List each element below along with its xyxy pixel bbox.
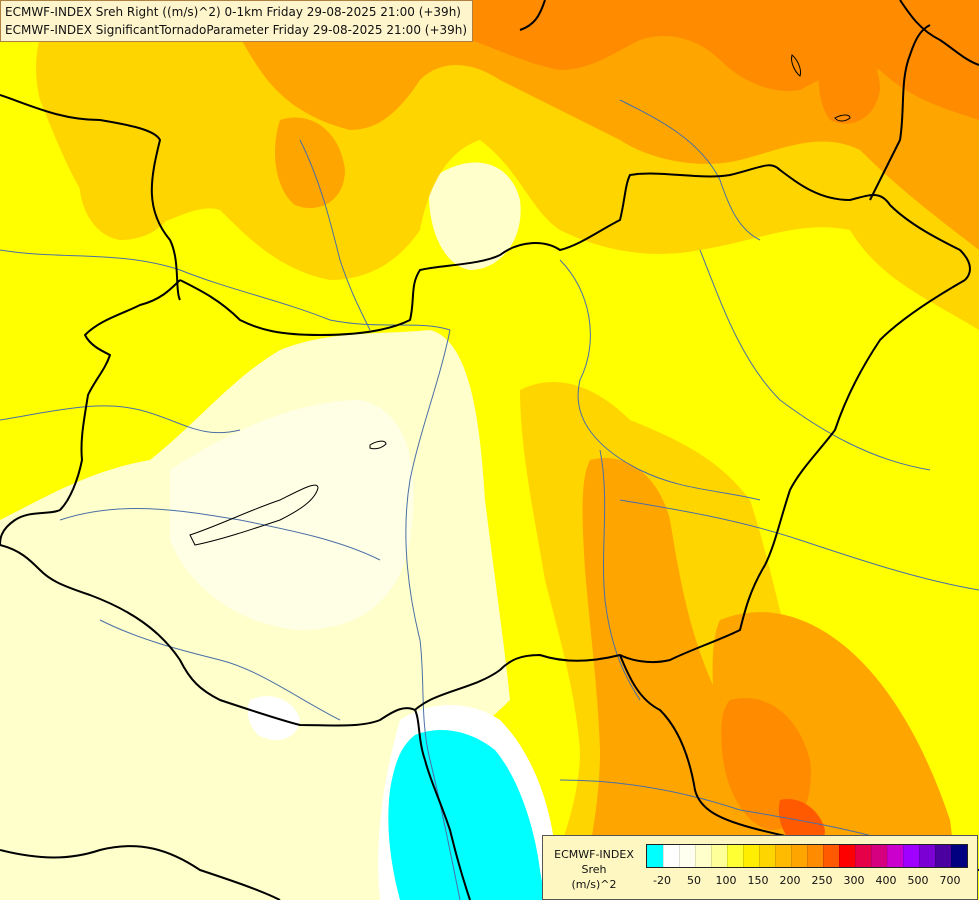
river-line	[559, 259, 761, 501]
legend-title-block: ECMWF-INDEX Sreh (m/s)^2	[549, 847, 639, 892]
legend-swatch	[935, 845, 951, 867]
field-light-yellow-top	[429, 162, 521, 270]
legend-swatch	[727, 845, 743, 867]
field-cyan-negative	[388, 730, 545, 900]
border-line	[179, 164, 971, 336]
legend-tick-label: 100	[715, 874, 737, 887]
border-line	[0, 544, 426, 761]
field-dark-orange-core-north	[400, 0, 979, 120]
lake-outline	[834, 114, 851, 122]
river-line	[0, 249, 451, 331]
legend-swatch	[743, 845, 759, 867]
river-line	[99, 619, 341, 721]
legend-swatch	[919, 845, 935, 867]
legend-swatch	[887, 845, 903, 867]
border-line	[424, 759, 471, 900]
legend-tick-label: 150	[747, 874, 769, 887]
lake-outline	[791, 54, 801, 77]
field-dark-orange-core-south	[721, 698, 811, 830]
legend-swatch	[775, 845, 791, 867]
color-legend: ECMWF-INDEX Sreh (m/s)^2 -20 50 100 150 200 2…	[542, 835, 978, 900]
legend-variable: Sreh	[581, 863, 607, 876]
river-line	[59, 507, 381, 561]
legend-swatch	[711, 845, 727, 867]
border-line	[899, 0, 979, 66]
field-dark-orange-core-ne	[818, 39, 880, 124]
river-line	[599, 449, 641, 701]
map-title-line-1: ECMWF-INDEX Sreh Right ((m/s)^2) 0-1km F…	[5, 5, 461, 19]
legend-swatch	[871, 845, 887, 867]
legend-title: ECMWF-INDEX	[554, 848, 634, 861]
map-title-line-2: ECMWF-INDEX SignificantTornadoParameter …	[5, 23, 468, 37]
border-line	[0, 845, 281, 900]
legend-swatch	[839, 845, 855, 867]
legend-tick-label: 200	[779, 874, 801, 887]
legend-tick-labels: -20 50 100 150 200 250 300 400 500 700	[646, 874, 976, 890]
legend-unit: (m/s)^2	[571, 878, 617, 891]
legend-tick-label: 250	[811, 874, 833, 887]
legend-color-scale	[646, 844, 968, 868]
legend-swatch	[679, 845, 695, 867]
river-line	[559, 779, 921, 851]
river-line	[0, 405, 241, 434]
border-line	[0, 94, 181, 301]
legend-swatch	[663, 845, 679, 867]
legend-swatch	[855, 845, 871, 867]
river-line	[699, 249, 931, 471]
legend-tick-label: -20	[653, 874, 671, 887]
legend-swatch	[823, 845, 839, 867]
legend-tick-label: 700	[939, 874, 961, 887]
lake-outline	[189, 484, 319, 546]
legend-tick-label: 500	[907, 874, 929, 887]
border-line	[0, 279, 181, 546]
map-title-box: ECMWF-INDEX Sreh Right ((m/s)^2) 0-1km F…	[0, 0, 474, 42]
border-line	[869, 24, 931, 201]
border-line	[519, 0, 546, 31]
legend-swatch	[695, 845, 711, 867]
lake-outline	[369, 440, 387, 450]
legend-swatch	[807, 845, 823, 867]
border-line	[414, 279, 966, 711]
legend-swatch	[791, 845, 807, 867]
legend-swatch	[951, 845, 967, 867]
legend-swatch	[759, 845, 775, 867]
legend-tick-label: 300	[843, 874, 865, 887]
legend-tick-label: 400	[875, 874, 897, 887]
legend-tick-label: 50	[687, 874, 701, 887]
field-lighter-center	[170, 400, 414, 630]
river-line	[299, 139, 371, 331]
legend-swatch	[903, 845, 919, 867]
legend-swatch	[647, 845, 663, 867]
river-line	[619, 499, 979, 591]
field-red-orange-spot	[778, 799, 825, 847]
